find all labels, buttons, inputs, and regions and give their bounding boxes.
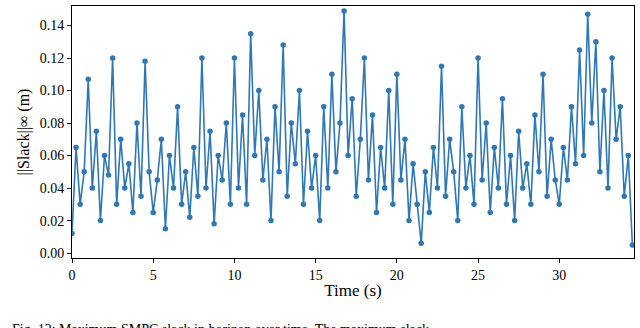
svg-text:5: 5 xyxy=(150,268,157,283)
svg-text:0.14: 0.14 xyxy=(40,18,65,33)
svg-text:0.12: 0.12 xyxy=(40,51,65,66)
svg-text:0.02: 0.02 xyxy=(40,214,65,229)
svg-text:0.08: 0.08 xyxy=(40,116,65,131)
svg-text:Fig. 12: Maximum SMPC slack in: Fig. 12: Maximum SMPC slack in horizon o… xyxy=(12,322,429,328)
svg-text:0.06: 0.06 xyxy=(40,148,65,163)
svg-text:20: 20 xyxy=(390,268,404,283)
svg-text:15: 15 xyxy=(309,268,323,283)
svg-text:0.10: 0.10 xyxy=(40,83,65,98)
svg-text:30: 30 xyxy=(552,268,566,283)
svg-text:10: 10 xyxy=(227,268,241,283)
svg-text:0: 0 xyxy=(69,268,76,283)
svg-text:0.00: 0.00 xyxy=(40,246,65,261)
svg-text:Time (s): Time (s) xyxy=(324,281,381,300)
svg-text:||Slack||∞ (m): ||Slack||∞ (m) xyxy=(15,89,33,176)
svg-text:25: 25 xyxy=(471,268,485,283)
svg-text:0.04: 0.04 xyxy=(40,181,65,196)
